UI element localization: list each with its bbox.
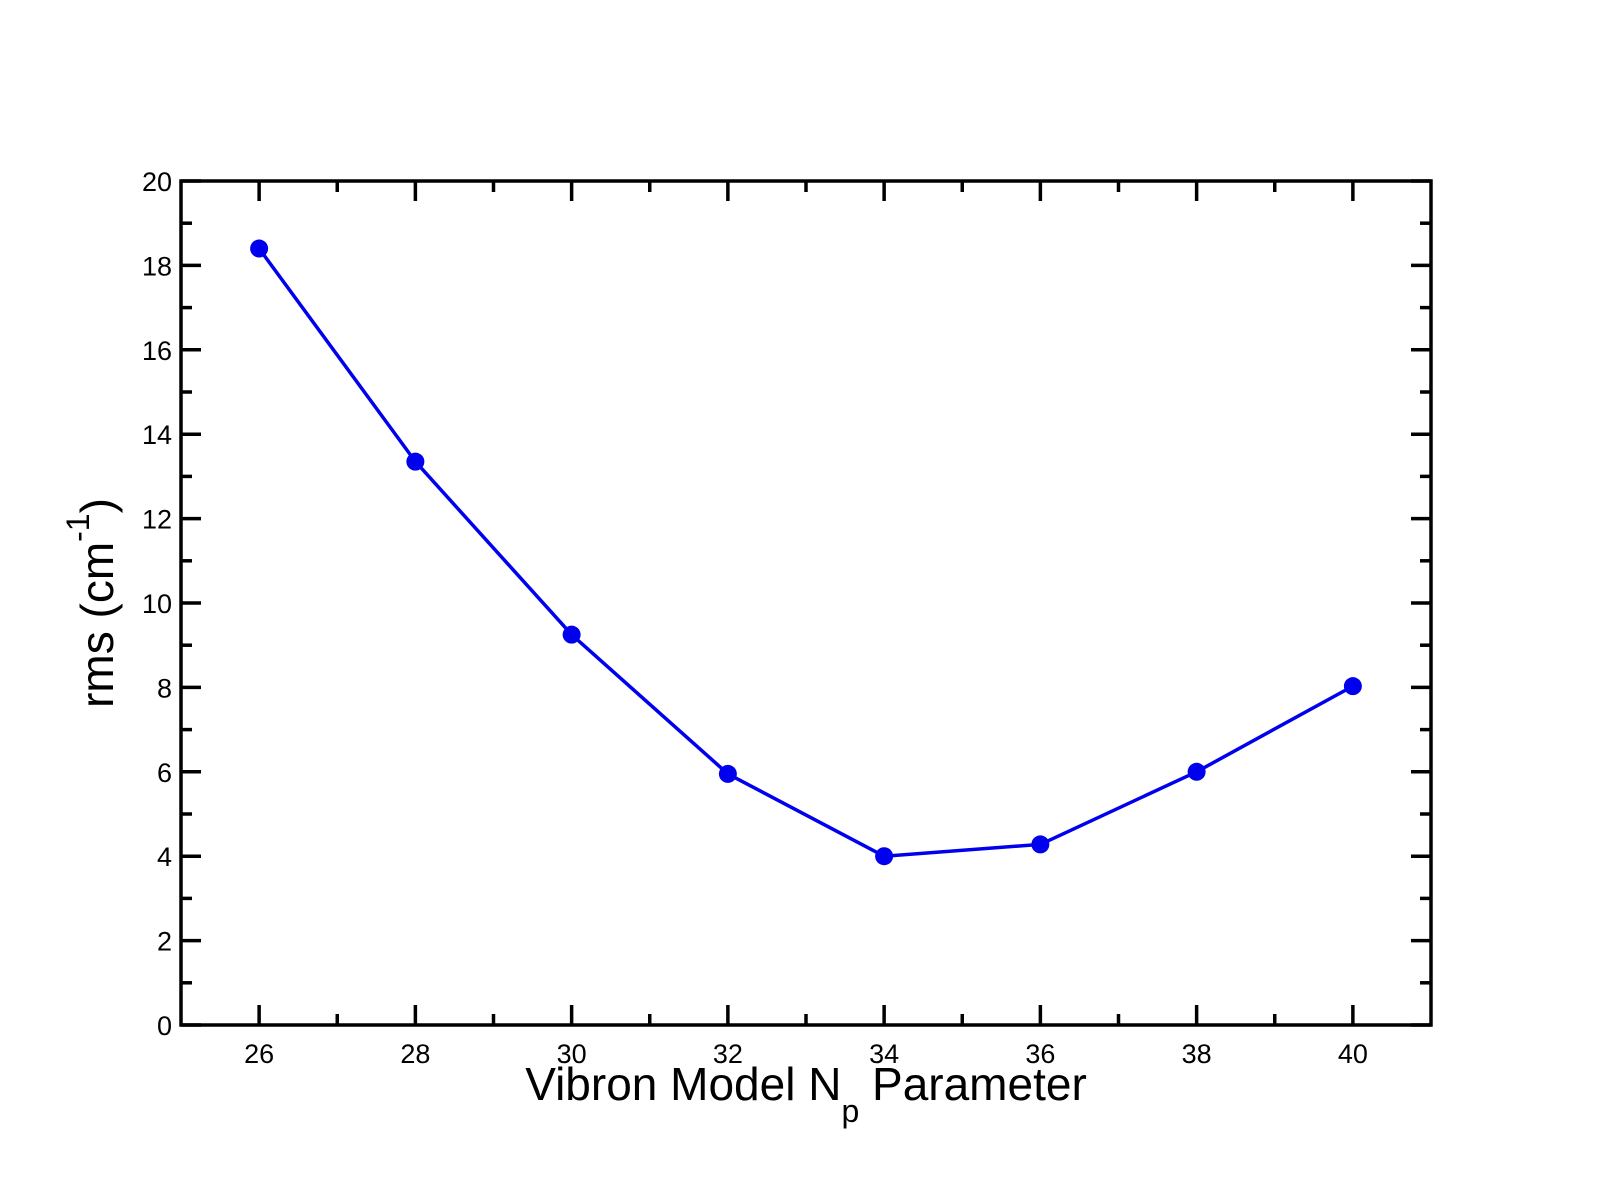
x-tick-labels: 26 28 30 32 34 36 38 40 xyxy=(244,1039,1368,1069)
plot-frame xyxy=(179,179,1433,1027)
x-tick-label: 40 xyxy=(1338,1039,1368,1069)
data-point xyxy=(718,764,737,783)
y-axis-title: rms (cm-1) xyxy=(60,498,123,708)
x-tick-label: 28 xyxy=(400,1039,430,1069)
y-tick-label: 4 xyxy=(157,842,172,872)
y-tick-label: 0 xyxy=(157,1011,172,1041)
data-point xyxy=(562,625,581,644)
x-tick-label: 30 xyxy=(557,1039,587,1069)
y-tick-label: 12 xyxy=(142,505,172,535)
y-tick-label: 6 xyxy=(157,758,172,788)
data-point xyxy=(406,452,425,471)
series-layer xyxy=(250,239,1362,866)
series-line xyxy=(257,247,1354,858)
data-point xyxy=(250,239,269,258)
x-tick-label: 34 xyxy=(869,1039,899,1069)
data-point xyxy=(1343,677,1362,696)
y-tick-label: 10 xyxy=(142,589,172,619)
data-points xyxy=(250,239,1362,866)
data-point xyxy=(1031,835,1050,854)
y-tick-label: 2 xyxy=(157,927,172,957)
y-tick-label: 20 xyxy=(142,167,172,197)
data-point xyxy=(1187,762,1206,781)
y-tick-label: 18 xyxy=(142,251,172,281)
x-axis-title: Vibron Model Np Parameter xyxy=(525,1058,1087,1129)
y-tick-labels: 0 2 4 6 8 10 12 14 16 18 20 xyxy=(142,167,172,1041)
x-tick-label: 26 xyxy=(244,1039,274,1069)
y-tick-label: 8 xyxy=(157,673,172,703)
data-point xyxy=(875,847,894,866)
x-tick-label: 38 xyxy=(1182,1039,1212,1069)
y-tick-label: 16 xyxy=(142,336,172,366)
minor-ticks xyxy=(181,181,1431,1025)
x-tick-label: 32 xyxy=(713,1039,743,1069)
x-tick-label: 36 xyxy=(1025,1039,1055,1069)
y-tick-label: 14 xyxy=(142,420,172,450)
